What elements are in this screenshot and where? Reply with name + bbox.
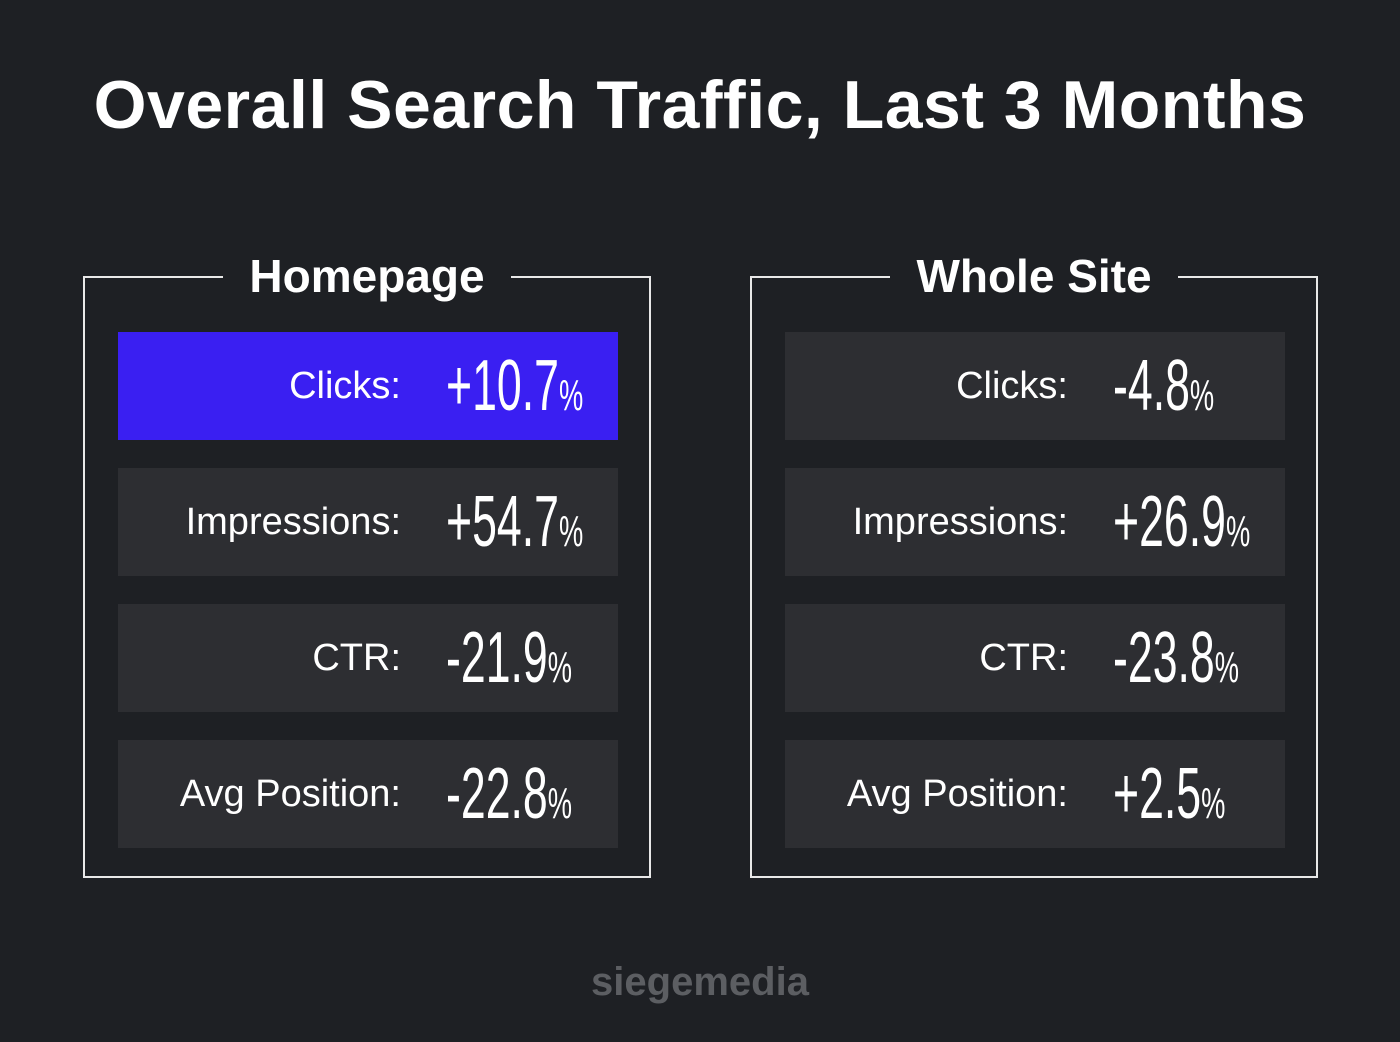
metric-row: Avg Position: -22.8% xyxy=(118,740,618,848)
brand: siegemedia xyxy=(591,960,809,1004)
value-unit: % xyxy=(1214,643,1240,692)
metric-row: CTR: -23.8% xyxy=(785,604,1285,712)
value-unit: % xyxy=(547,643,573,692)
metric-label: Impressions: xyxy=(852,501,1068,543)
value-unit: % xyxy=(1225,507,1251,556)
value-unit: % xyxy=(558,371,584,420)
metric-value: -21.9% xyxy=(446,618,572,718)
metric-row: Clicks: -4.8% xyxy=(785,332,1285,440)
metric-row: Impressions: +26.9% xyxy=(785,468,1285,576)
metric-label: Impressions: xyxy=(185,501,401,543)
metric-label: Clicks: xyxy=(956,365,1068,407)
metric-label: CTR: xyxy=(979,637,1068,679)
value-unit: % xyxy=(547,779,573,828)
metric-value: -23.8% xyxy=(1113,618,1239,718)
value-number: +26.9 xyxy=(1113,482,1226,562)
value-number: +10.7 xyxy=(446,346,559,426)
value-number: -4.8 xyxy=(1113,346,1190,426)
panel: Homepage Clicks: +10.7% Impressions: +54.7% C… xyxy=(83,250,651,878)
panel-title: Whole Site xyxy=(890,250,1178,302)
metric-value: +26.9% xyxy=(1113,482,1250,582)
metric-label: Avg Position: xyxy=(179,773,401,815)
metric-row: Clicks: +10.7% xyxy=(118,332,618,440)
panel-title-wrap: Homepage xyxy=(85,250,649,302)
metric-value: -4.8% xyxy=(1113,346,1214,446)
value-number: +54.7 xyxy=(446,482,559,562)
panel-title-wrap: Whole Site xyxy=(752,250,1316,302)
value-number: -21.9 xyxy=(446,618,548,698)
panel-title: Homepage xyxy=(223,250,511,302)
metric-row: Impressions: +54.7% xyxy=(118,468,618,576)
value-number: -22.8 xyxy=(446,754,548,834)
metric-row: Avg Position: +2.5% xyxy=(785,740,1285,848)
metric-label: CTR: xyxy=(312,637,401,679)
metric-label: Avg Position: xyxy=(846,773,1068,815)
metric-row: CTR: -21.9% xyxy=(118,604,618,712)
value-unit: % xyxy=(558,507,584,556)
value-unit: % xyxy=(1189,371,1215,420)
value-unit: % xyxy=(1201,779,1226,828)
value-number: +2.5 xyxy=(1113,754,1202,834)
metric-label: Clicks: xyxy=(289,365,401,407)
metric-value: -22.8% xyxy=(446,754,572,854)
panel: Whole Site Clicks: -4.8% Impressions: +26.9%… xyxy=(750,250,1318,878)
title: Overall Search Traffic, Last 3 Months xyxy=(93,67,1307,143)
metric-value: +54.7% xyxy=(446,482,583,582)
metric-value: +2.5% xyxy=(1113,754,1225,854)
metric-value: +10.7% xyxy=(446,346,583,446)
value-number: -23.8 xyxy=(1113,618,1215,698)
